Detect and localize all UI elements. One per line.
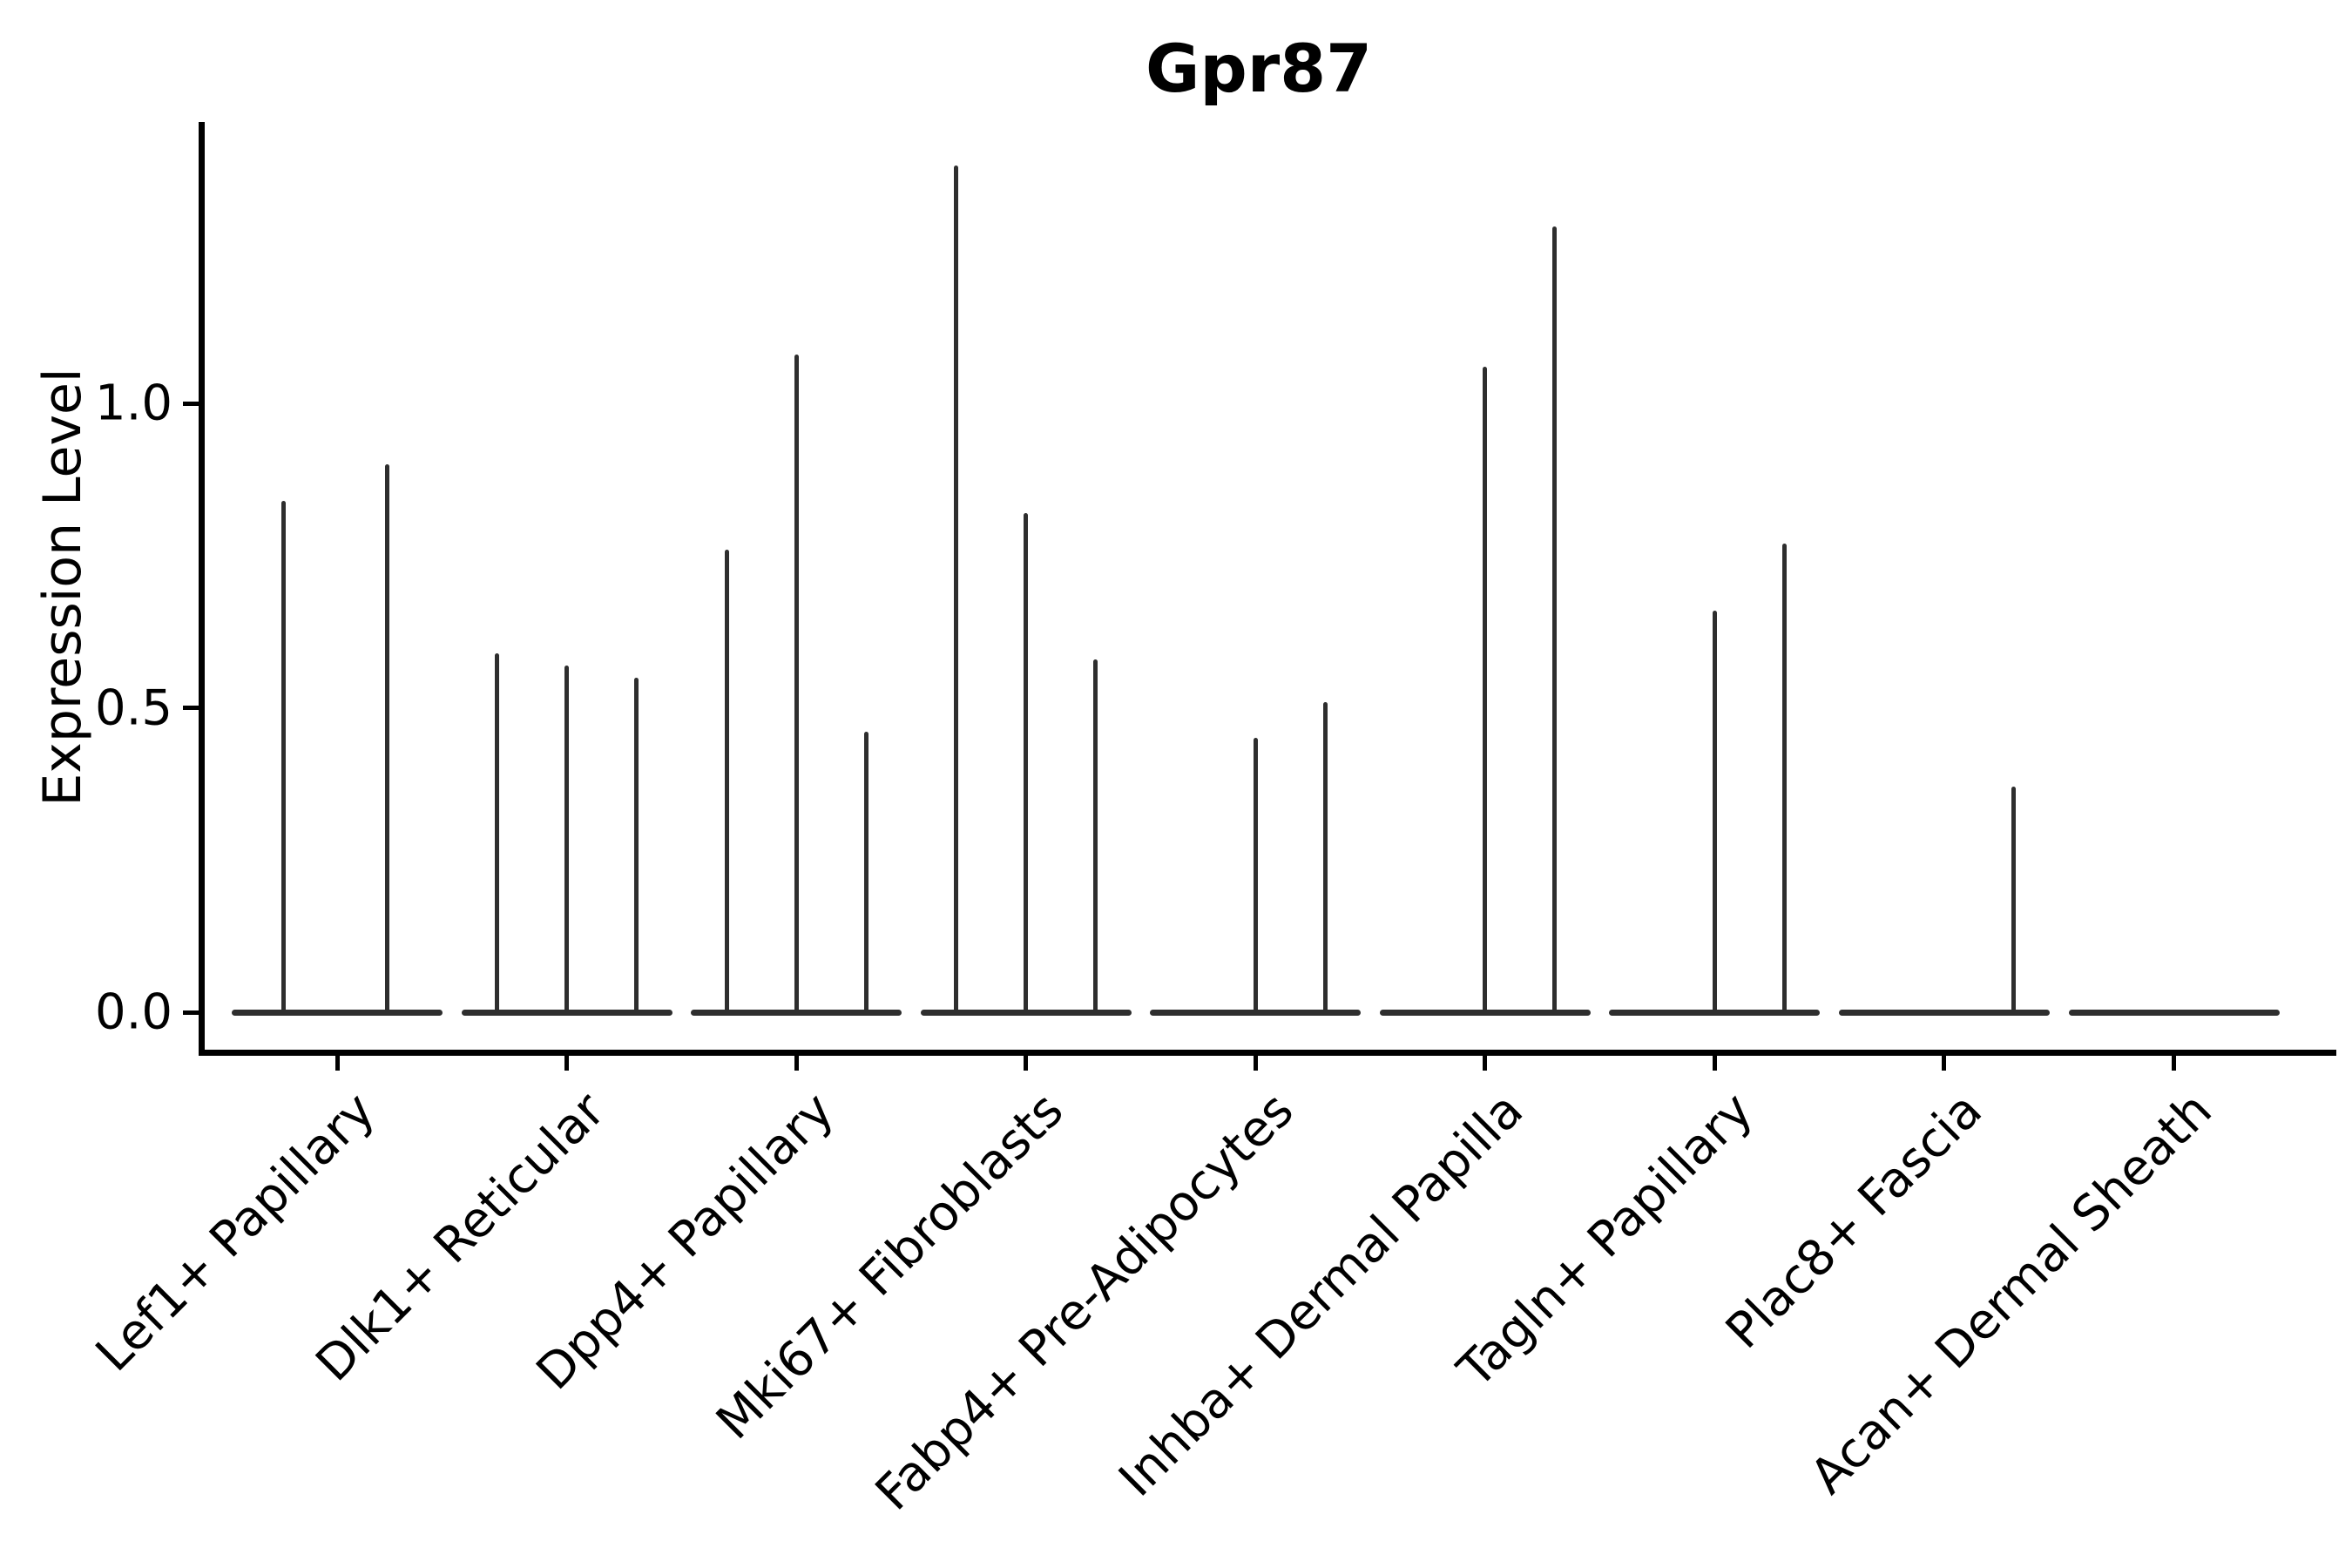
- violin-spike: [954, 166, 959, 1014]
- violin-spike: [495, 652, 500, 1014]
- violin-spike: [1552, 226, 1558, 1014]
- y-axis-label: Expression Level: [32, 368, 93, 807]
- x-tick-mark: [1712, 1056, 1717, 1071]
- y-tick-label: 0.0: [94, 983, 172, 1041]
- violin-spike: [1253, 738, 1258, 1014]
- violin-spike: [634, 677, 639, 1014]
- violin-spike: [724, 549, 729, 1014]
- violin-spike: [2011, 787, 2017, 1014]
- violin-spike: [1093, 659, 1098, 1014]
- chart-title: Gpr87: [1145, 30, 1373, 107]
- x-tick-mark: [2172, 1056, 2177, 1071]
- x-tick-mark: [794, 1056, 799, 1071]
- violin-spike: [1483, 367, 1488, 1014]
- violin-spike: [1322, 701, 1328, 1014]
- y-tick-label: 1.0: [94, 375, 172, 432]
- x-tick-label: Acan+ Dermal Sheath: [1799, 1082, 2223, 1505]
- violin-spike: [1712, 610, 1717, 1014]
- violin-spike: [1024, 512, 1029, 1014]
- y-tick-mark: [183, 401, 199, 406]
- y-tick-mark: [183, 706, 199, 710]
- x-tick-mark: [1942, 1056, 1947, 1071]
- violin-spike: [280, 500, 286, 1014]
- x-tick-mark: [564, 1056, 570, 1071]
- y-axis-spine: [199, 122, 205, 1056]
- x-tick-label: Fabp4+ Pre-Adipocytes: [864, 1082, 1305, 1522]
- violin-spike: [794, 355, 799, 1014]
- y-tick-mark: [183, 1010, 199, 1015]
- y-tick-label: 0.5: [94, 679, 172, 736]
- x-tick-label: Inhba+ Dermal Papilla: [1108, 1082, 1534, 1508]
- violin-baseline: [232, 1010, 443, 1016]
- violin-spike: [384, 463, 389, 1014]
- violin-spike: [863, 732, 868, 1014]
- x-axis-spine: [199, 1050, 2336, 1056]
- x-tick-mark: [1483, 1056, 1488, 1071]
- violin-baseline: [2068, 1010, 2280, 1016]
- x-tick-mark: [1253, 1056, 1258, 1071]
- violin-spike: [564, 665, 570, 1014]
- x-tick-mark: [1024, 1056, 1029, 1071]
- violin-spike: [1781, 543, 1787, 1014]
- violin-baseline: [1838, 1010, 2050, 1016]
- x-tick-mark: [335, 1056, 340, 1071]
